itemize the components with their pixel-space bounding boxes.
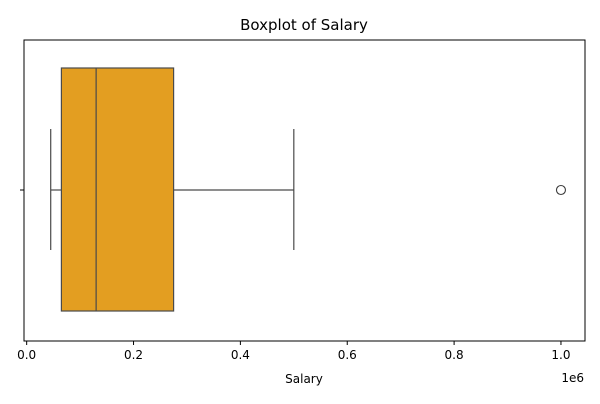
outlier-point-0 <box>555 184 567 196</box>
x-tick-label-1: 0.2 <box>124 348 143 362</box>
x-tick-label-5: 1.0 <box>551 348 570 362</box>
x-tick-label-4: 0.8 <box>445 348 464 362</box>
x-tick-label-0: 0.0 <box>17 348 36 362</box>
box-iqr <box>60 67 175 312</box>
chart-title: Boxplot of Salary <box>240 16 368 34</box>
x-tick-label-3: 0.6 <box>338 348 357 362</box>
x-axis-label: Salary <box>285 372 323 386</box>
x-axis-ticks: 0.0 0.2 0.4 0.6 0.8 1.0 <box>17 341 571 362</box>
boxplot-layer <box>50 67 567 312</box>
x-tick-label-2: 0.4 <box>231 348 250 362</box>
x-axis-multiplier-label: 1e6 <box>561 371 584 385</box>
